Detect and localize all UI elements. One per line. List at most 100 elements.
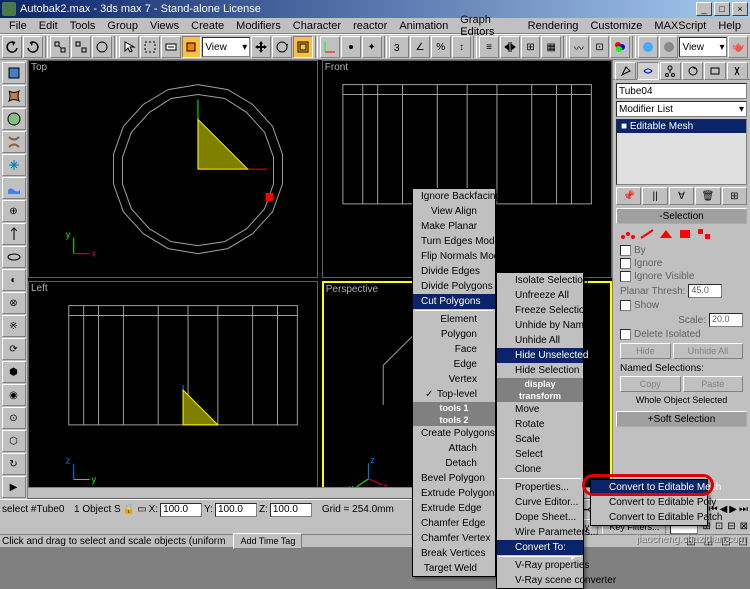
menu-help[interactable]: Help [713, 20, 746, 32]
make-unique-button[interactable]: ∀ [669, 187, 694, 205]
undo-button[interactable] [2, 36, 22, 58]
sel-element-icon[interactable] [696, 227, 712, 241]
ctx-bevel[interactable]: Bevel Polygon [413, 471, 495, 486]
ctx-turn-edges[interactable]: Turn Edges Mode [413, 234, 495, 249]
show-check[interactable] [620, 300, 631, 311]
reactor-17-icon[interactable]: ⬡ [2, 430, 26, 452]
select-rotate-button[interactable] [272, 36, 292, 58]
tab-motion[interactable] [682, 62, 703, 80]
menu-tools[interactable]: Tools [65, 20, 101, 32]
viewport-top[interactable]: Top x y [28, 60, 318, 278]
layers-button[interactable]: ▦ [541, 36, 561, 58]
reactor-8-icon[interactable] [2, 223, 26, 245]
ctx-conv-mesh[interactable]: Convert to Editable Mesh [591, 480, 707, 495]
sel-edge-icon[interactable] [639, 227, 655, 241]
redo-button[interactable] [23, 36, 43, 58]
angle-snap-button[interactable]: ∠ [410, 36, 430, 58]
reactor-mesh-icon[interactable] [2, 154, 26, 176]
quick-render-button[interactable] [659, 36, 679, 58]
reactor-10-icon[interactable]: ◐ [2, 269, 26, 291]
center-button[interactable] [341, 36, 361, 58]
reactor-rigid-icon[interactable] [2, 62, 26, 84]
sel-vertex-icon[interactable] [620, 227, 636, 241]
tab-utilities[interactable] [727, 62, 748, 80]
show-result-button[interactable]: || [642, 187, 667, 205]
spinner-snap-button[interactable]: ↕ [452, 36, 472, 58]
ctx-unhide-name[interactable]: Unhide by Name [497, 318, 583, 333]
menu-group[interactable]: Group [102, 20, 143, 32]
menu-animation[interactable]: Animation [394, 20, 453, 32]
snap-button[interactable]: 3 [389, 36, 409, 58]
link-button[interactable] [50, 36, 70, 58]
reactor-14-icon[interactable]: ⬢ [2, 361, 26, 383]
selection-rollout-hdr[interactable]: - Selection [616, 208, 747, 224]
ctx-attach[interactable]: Attach [413, 441, 495, 456]
ctx-hide-sel[interactable]: Hide Selection [497, 363, 583, 378]
maximize-button[interactable]: □ [714, 2, 730, 16]
y-input[interactable] [215, 503, 257, 517]
tab-modify[interactable] [637, 62, 658, 80]
material-button[interactable] [610, 36, 630, 58]
ignore-visible-check[interactable] [620, 271, 631, 282]
paste-button[interactable]: Paste [683, 376, 744, 392]
ignore-check[interactable] [620, 258, 631, 269]
ctx-convert-to[interactable]: Convert To: [497, 540, 583, 555]
ctx-extrude-edge[interactable]: Extrude Edge [413, 501, 495, 516]
menu-rendering[interactable]: Rendering [523, 20, 584, 32]
ctx-detach[interactable]: Detach [413, 456, 495, 471]
ctx-top-level[interactable]: Top-level [413, 387, 495, 402]
configure-button[interactable]: ⊞ [722, 187, 747, 205]
soft-sel-rollout-hdr[interactable]: + Soft Selection [616, 411, 747, 427]
ctx-cut-polys[interactable]: Cut Polygons [413, 294, 495, 309]
ctx-curve-editor[interactable]: Curve Editor... [497, 495, 583, 510]
viewport-left[interactable]: Left y z [28, 281, 318, 499]
ctx-polygon[interactable]: Polygon [413, 327, 495, 342]
ctx-make-planar[interactable]: Make Planar [413, 219, 495, 234]
hide-button[interactable]: Hide [620, 343, 671, 359]
menu-reactor[interactable]: reactor [348, 20, 392, 32]
ctx-vertex[interactable]: Vertex [413, 372, 495, 387]
ctx-unfreeze[interactable]: Unfreeze All [497, 288, 583, 303]
menu-grapheditors[interactable]: Graph Editors [455, 14, 520, 38]
ctx-edge[interactable]: Edge [413, 357, 495, 372]
ctx-wire-params[interactable]: Wire Parameters... [497, 525, 583, 540]
select-region-button[interactable] [140, 36, 160, 58]
named-sel-button[interactable]: ≡ [479, 36, 499, 58]
select-name-button[interactable] [161, 36, 181, 58]
ctx-chamfer-vertex[interactable]: Chamfer Vertex [413, 531, 495, 546]
z-input[interactable] [270, 503, 312, 517]
menu-character[interactable]: Character [288, 20, 346, 32]
menu-create[interactable]: Create [186, 20, 229, 32]
ctx-rotate[interactable]: Rotate [497, 417, 583, 432]
reactor-9-icon[interactable] [2, 246, 26, 268]
ctx-hide-unsel[interactable]: Hide Unselected [497, 348, 583, 363]
menu-customize[interactable]: Customize [585, 20, 647, 32]
pin-stack-button[interactable]: 📌 [616, 187, 641, 205]
close-button[interactable]: × [732, 2, 748, 16]
ctx-conv-patch[interactable]: Convert to Editable Patch [591, 510, 707, 525]
select-filter-button[interactable] [182, 36, 202, 58]
reactor-play-icon[interactable]: ▶ [2, 476, 26, 498]
reactor-13-icon[interactable]: ⟳ [2, 338, 26, 360]
align-button[interactable]: ⊞ [521, 36, 541, 58]
select-move-button[interactable] [251, 36, 271, 58]
menu-modifiers[interactable]: Modifiers [231, 20, 286, 32]
ctx-face[interactable]: Face [413, 342, 495, 357]
delete-iso-check[interactable] [620, 329, 631, 340]
modifier-list-dropdown[interactable]: Modifier List▾ [616, 101, 747, 117]
ctx-chamfer-edge[interactable]: Chamfer Edge [413, 516, 495, 531]
select-scale-button[interactable] [293, 36, 313, 58]
x-input[interactable] [160, 503, 202, 517]
schematic-button[interactable]: ⊡ [590, 36, 610, 58]
reactor-cloth-icon[interactable] [2, 85, 26, 107]
ctx-element[interactable]: Element [413, 312, 495, 327]
curve-editor-button[interactable]: 〰 [569, 36, 589, 58]
ctx-conv-poly[interactable]: Convert to Editable Poly [591, 495, 707, 510]
ctx-extrude-polys[interactable]: Extrude Polygons [413, 486, 495, 501]
manipulate-button[interactable]: ✦ [362, 36, 382, 58]
ctx-break-vertices[interactable]: Break Vertices [413, 546, 495, 561]
reactor-12-icon[interactable]: ※ [2, 315, 26, 337]
remove-mod-button[interactable]: 🗑 [695, 187, 720, 205]
object-name-input[interactable] [616, 83, 747, 99]
menu-edit[interactable]: Edit [34, 20, 63, 32]
